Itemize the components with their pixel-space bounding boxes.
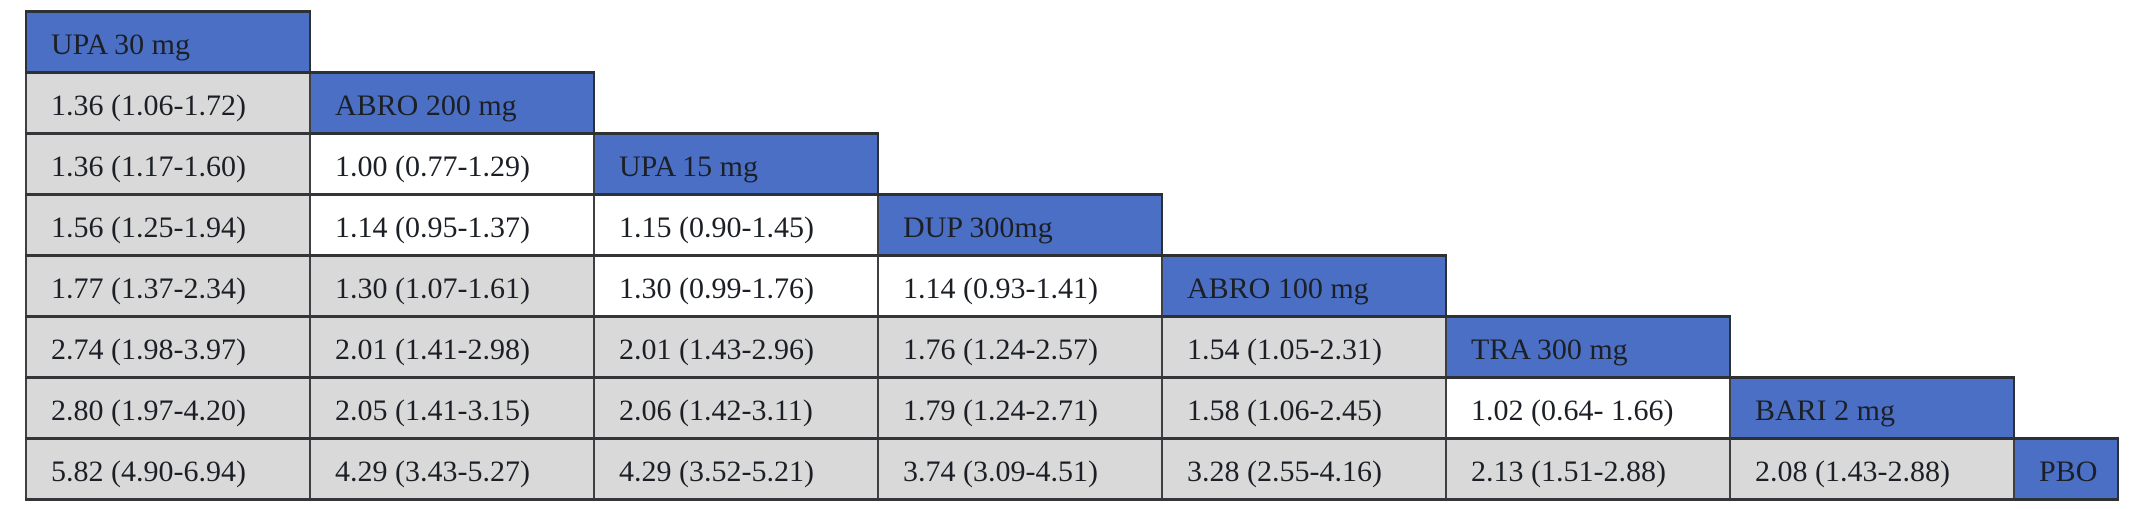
empty-cell [878,11,1162,73]
comparison-cell-pbo-vs-abro-100-mg: 3.28 (2.55-4.16) [1161,437,1447,501]
comparison-cell-abro-100-mg-vs-dup-300mg: 1.14 (0.93-1.41) [877,254,1163,318]
comparison-cell-pbo-vs-abro-200-mg: 4.29 (3.43-5.27) [309,437,595,501]
comparison-cell-tra-300-mg-vs-upa-30-mg: 2.74 (1.98-3.97) [25,315,311,379]
empty-cell [1162,11,1446,73]
empty-cell [594,11,878,73]
comparison-cell-bari-2-mg-vs-abro-100-mg: 1.58 (1.06-2.45) [1161,376,1447,440]
empty-cell [1730,194,2014,256]
empty-cell [1730,255,2014,317]
comparison-cell-tra-300-mg-vs-upa-15-mg: 2.01 (1.43-2.96) [593,315,879,379]
treatment-header-pbo: PBO [2013,437,2119,501]
empty-cell [2014,377,2118,439]
comparison-cell-bari-2-mg-vs-upa-15-mg: 2.06 (1.42-3.11) [593,376,879,440]
empty-cell [310,11,594,73]
treatment-header-bari-2-mg: BARI 2 mg [1729,376,2015,440]
league-table-row-2: 1.36 (1.06-1.72) ABRO 200 mg [25,71,2118,135]
empty-cell [878,72,1162,134]
comparison-cell-tra-300-mg-vs-abro-100-mg: 1.54 (1.05-2.31) [1161,315,1447,379]
empty-cell [1162,194,1446,256]
league-table-row-6: 2.74 (1.98-3.97) 2.01 (1.41-2.98) 2.01 (1.… [25,315,2118,379]
empty-cell [2014,11,2118,73]
league-table-figure: UPA 30 mg 1.36 (1.06-1.72) ABRO 200 mg 1.36… [25,10,2119,501]
comparison-cell-bari-2-mg-vs-tra-300-mg: 1.02 (0.64- 1.66) [1445,376,1731,440]
empty-cell [1446,11,1730,73]
treatment-header-upa-15-mg: UPA 15 mg [593,132,879,196]
comparison-cell-pbo-vs-upa-30-mg: 5.82 (4.90-6.94) [25,437,311,501]
league-table-body: UPA 30 mg 1.36 (1.06-1.72) ABRO 200 mg 1.36… [25,10,2119,501]
empty-cell [1730,72,2014,134]
empty-cell [1446,72,1730,134]
comparison-cell-dup-300mg-vs-abro-200-mg: 1.14 (0.95-1.37) [309,193,595,257]
treatment-header-tra-300-mg: TRA 300 mg [1445,315,1731,379]
empty-cell [1162,133,1446,195]
league-table-row-3: 1.36 (1.17-1.60) 1.00 (0.77-1.29) UPA 15 m… [25,132,2118,196]
empty-cell [1730,133,2014,195]
comparison-cell-pbo-vs-bari-2-mg: 2.08 (1.43-2.88) [1729,437,2015,501]
treatment-header-abro-200-mg: ABRO 200 mg [309,71,595,135]
comparison-cell-upa-15-mg-vs-upa-30-mg: 1.36 (1.17-1.60) [25,132,311,196]
empty-cell [2014,194,2118,256]
league-table-row-4: 1.56 (1.25-1.94) 1.14 (0.95-1.37) 1.15 (0.… [25,193,2118,257]
comparison-cell-bari-2-mg-vs-abro-200-mg: 2.05 (1.41-3.15) [309,376,595,440]
empty-cell [2014,316,2118,378]
comparison-cell-pbo-vs-dup-300mg: 3.74 (3.09-4.51) [877,437,1163,501]
league-table: UPA 30 mg 1.36 (1.06-1.72) ABRO 200 mg 1.36… [25,10,2119,501]
comparison-cell-pbo-vs-tra-300-mg: 2.13 (1.51-2.88) [1445,437,1731,501]
league-table-row-7: 2.80 (1.97-4.20) 2.05 (1.41-3.15) 2.06 (1.… [25,376,2118,440]
empty-cell [878,133,1162,195]
league-table-row-8: 5.82 (4.90-6.94) 4.29 (3.43-5.27) 4.29 (3.… [25,437,2119,501]
empty-cell [2014,133,2118,195]
treatment-header-abro-100-mg: ABRO 100 mg [1161,254,1447,318]
league-table-row-5: 1.77 (1.37-2.34) 1.30 (1.07-1.61) 1.30 (0.… [25,254,2118,318]
empty-cell [594,72,878,134]
empty-cell [1730,11,2014,73]
comparison-cell-abro-200-mg-vs-upa-30-mg: 1.36 (1.06-1.72) [25,71,311,135]
comparison-cell-bari-2-mg-vs-upa-30-mg: 2.80 (1.97-4.20) [25,376,311,440]
comparison-cell-bari-2-mg-vs-dup-300mg: 1.79 (1.24-2.71) [877,376,1163,440]
comparison-cell-abro-100-mg-vs-abro-200-mg: 1.30 (1.07-1.61) [309,254,595,318]
league-table-row-1: UPA 30 mg [25,10,2118,74]
empty-cell [1730,316,2014,378]
empty-cell [2014,255,2118,317]
empty-cell [2014,72,2118,134]
comparison-cell-abro-100-mg-vs-upa-15-mg: 1.30 (0.99-1.76) [593,254,879,318]
empty-cell [1446,255,1730,317]
comparison-cell-abro-100-mg-vs-upa-30-mg: 1.77 (1.37-2.34) [25,254,311,318]
comparison-cell-tra-300-mg-vs-dup-300mg: 1.76 (1.24-2.57) [877,315,1163,379]
comparison-cell-tra-300-mg-vs-abro-200-mg: 2.01 (1.41-2.98) [309,315,595,379]
empty-cell [1446,194,1730,256]
empty-cell [1446,133,1730,195]
comparison-cell-pbo-vs-upa-15-mg: 4.29 (3.52-5.21) [593,437,879,501]
comparison-cell-upa-15-mg-vs-abro-200-mg: 1.00 (0.77-1.29) [309,132,595,196]
comparison-cell-dup-300mg-vs-upa-30-mg: 1.56 (1.25-1.94) [25,193,311,257]
comparison-cell-dup-300mg-vs-upa-15-mg: 1.15 (0.90-1.45) [593,193,879,257]
treatment-header-dup-300mg: DUP 300mg [877,193,1163,257]
empty-cell [1162,72,1446,134]
treatment-header-upa-30-mg: UPA 30 mg [25,10,311,74]
